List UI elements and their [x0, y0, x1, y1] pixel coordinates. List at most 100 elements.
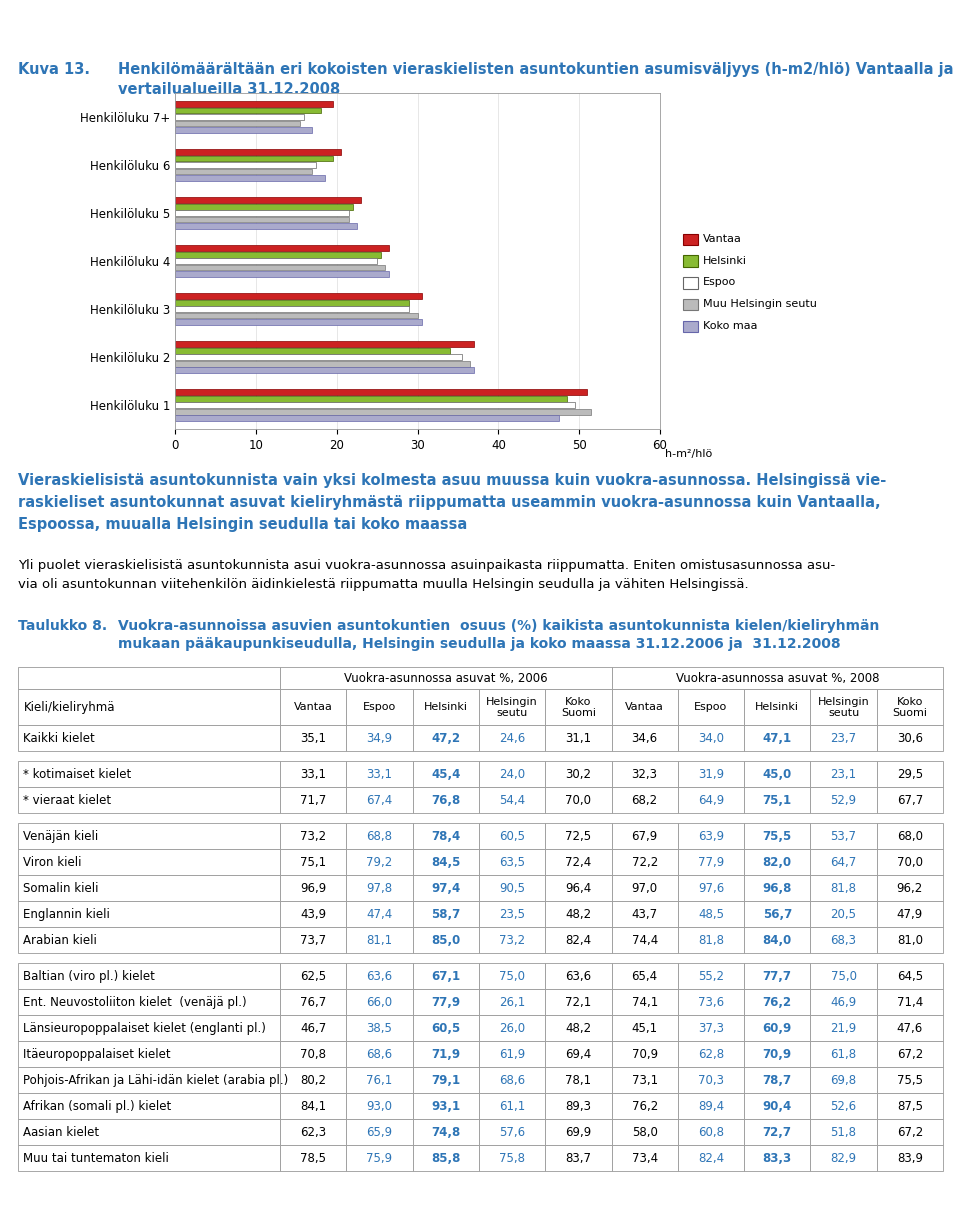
Bar — [479, 1042, 545, 1067]
Bar — [545, 824, 612, 849]
Text: 83,9: 83,9 — [897, 1152, 923, 1165]
Text: 31,9: 31,9 — [698, 767, 724, 781]
Text: vertailualueilla 31.12.2008: vertailualueilla 31.12.2008 — [118, 82, 340, 98]
Bar — [175, 361, 470, 366]
Text: 46,7: 46,7 — [300, 1022, 326, 1036]
Bar — [876, 824, 943, 849]
Bar — [545, 901, 612, 928]
Text: 73,6: 73,6 — [698, 996, 724, 1009]
Text: 82,9: 82,9 — [830, 1152, 856, 1165]
Bar — [280, 849, 347, 875]
Bar — [683, 277, 698, 289]
Bar — [175, 300, 409, 306]
Text: 62,3: 62,3 — [300, 1126, 326, 1138]
Bar — [18, 1016, 280, 1042]
Bar — [280, 1093, 347, 1120]
Bar — [413, 1067, 479, 1093]
Text: 72,4: 72,4 — [565, 856, 591, 869]
Bar — [612, 787, 678, 814]
Text: 75,1: 75,1 — [300, 856, 326, 869]
Bar — [876, 689, 943, 726]
Bar — [175, 121, 300, 126]
Bar — [545, 787, 612, 814]
Text: 73,7: 73,7 — [300, 934, 326, 947]
Text: 78,4: 78,4 — [431, 830, 461, 843]
Bar — [413, 1093, 479, 1120]
Bar — [347, 726, 413, 752]
Text: 84,0: 84,0 — [762, 934, 792, 947]
Bar — [810, 849, 876, 875]
Bar — [810, 963, 876, 989]
Bar — [744, 928, 810, 953]
Bar — [810, 875, 876, 901]
Bar — [810, 1093, 876, 1120]
Bar — [876, 1042, 943, 1067]
Text: 67,2: 67,2 — [897, 1126, 923, 1138]
Bar — [175, 389, 588, 395]
Bar — [678, 849, 744, 875]
Text: Helsingin
seutu: Helsingin seutu — [486, 696, 538, 718]
Text: 89,3: 89,3 — [565, 1100, 591, 1113]
Text: 43,9: 43,9 — [300, 908, 326, 920]
Text: Koko maa: Koko maa — [703, 321, 757, 330]
Text: Vuokra-asunnossa asuvat %, 2006: Vuokra-asunnossa asuvat %, 2006 — [344, 672, 547, 685]
Text: Pohjois-Afrikan ja Lähi-idän kielet (arabia pl.): Pohjois-Afrikan ja Lähi-idän kielet (ara… — [23, 1073, 288, 1087]
Text: 77,7: 77,7 — [763, 969, 792, 983]
Bar — [413, 928, 479, 953]
Text: 58,0: 58,0 — [632, 1126, 658, 1138]
Text: 30,6: 30,6 — [897, 732, 923, 745]
Text: 70,9: 70,9 — [762, 1048, 792, 1061]
Text: 83,3: 83,3 — [762, 1152, 792, 1165]
Text: 73,2: 73,2 — [499, 934, 525, 947]
Bar — [175, 312, 418, 318]
Text: 83,7: 83,7 — [565, 1152, 591, 1165]
Bar — [280, 761, 347, 787]
Text: 65,4: 65,4 — [632, 969, 658, 983]
Bar — [175, 197, 361, 203]
Text: Helsinki: Helsinki — [703, 256, 747, 266]
Bar — [413, 849, 479, 875]
Text: 72,7: 72,7 — [763, 1126, 792, 1138]
Bar — [175, 306, 409, 312]
Bar — [678, 761, 744, 787]
Text: 96,4: 96,4 — [565, 881, 591, 895]
Bar — [810, 761, 876, 787]
Bar — [545, 1093, 612, 1120]
Bar — [280, 787, 347, 814]
Text: 73,2: 73,2 — [300, 830, 326, 843]
Text: 60,5: 60,5 — [499, 830, 525, 843]
Bar — [612, 1146, 678, 1171]
Bar — [683, 234, 698, 245]
Bar — [479, 1067, 545, 1093]
Bar — [612, 689, 678, 726]
Bar — [280, 989, 347, 1016]
Text: 66,0: 66,0 — [367, 996, 393, 1009]
Text: 76,2: 76,2 — [762, 996, 792, 1009]
Bar — [175, 245, 389, 251]
Bar — [744, 875, 810, 901]
Text: Espoo: Espoo — [694, 703, 728, 712]
Text: 70,3: 70,3 — [698, 1073, 724, 1087]
Bar — [18, 667, 280, 689]
Text: 61,8: 61,8 — [830, 1048, 856, 1061]
Text: 74,8: 74,8 — [431, 1126, 461, 1138]
Bar — [744, 849, 810, 875]
Bar — [175, 252, 381, 257]
Text: 37,3: 37,3 — [698, 1022, 724, 1036]
Text: 64,5: 64,5 — [897, 969, 923, 983]
Bar — [810, 1067, 876, 1093]
Bar — [347, 1146, 413, 1171]
Bar — [175, 163, 317, 168]
Text: 46,9: 46,9 — [830, 996, 856, 1009]
Text: 70,0: 70,0 — [565, 794, 591, 807]
Text: 72,1: 72,1 — [565, 996, 591, 1009]
Bar — [612, 901, 678, 928]
Text: 47,1: 47,1 — [762, 732, 792, 745]
Bar — [413, 1016, 479, 1042]
Text: 45,0: 45,0 — [762, 767, 792, 781]
Text: 47,2: 47,2 — [431, 732, 460, 745]
Text: Helsinki: Helsinki — [423, 703, 468, 712]
Bar — [479, 1146, 545, 1171]
Text: 34,0: 34,0 — [698, 732, 724, 745]
Bar — [18, 726, 280, 752]
